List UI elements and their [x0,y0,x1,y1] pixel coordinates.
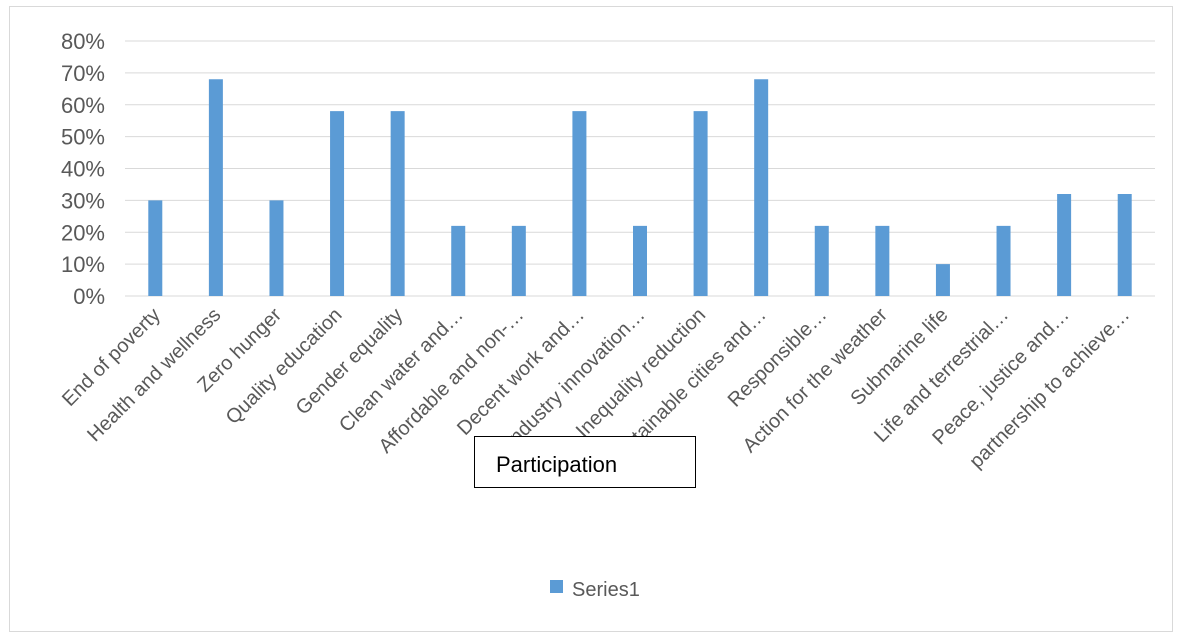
legend-swatch [550,580,563,593]
bar [511,225,526,296]
bar [875,225,890,296]
x-category-label: Gender equality [292,304,407,419]
y-tick-label: 50% [61,125,105,150]
bar [208,79,223,296]
bar [148,200,163,296]
bar [390,111,405,296]
y-tick-label: 40% [61,157,105,182]
bar [935,264,950,296]
bar [996,225,1011,296]
bars [148,79,1132,296]
y-tick-label: 80% [61,29,105,54]
bar [572,111,587,296]
chart-title: Participation [474,436,696,488]
y-tick-label: 60% [61,93,105,118]
chart-frame [9,6,1173,632]
chart-title-text: Participation [496,452,618,477]
y-tick-label: 30% [61,188,105,213]
bar [269,200,284,296]
y-tick-label: 10% [61,252,105,277]
y-tick-label: 20% [61,220,105,245]
y-tick-label: 0% [73,284,105,309]
bar [693,111,708,296]
legend-label: Series1 [572,579,640,601]
bar [814,225,829,296]
bar [451,225,466,296]
y-axis-ticks: 0% 10% 20% 30% 40% 50% 60% 70% 80% [61,29,105,309]
bar [1057,194,1072,296]
legend: Series1 [550,579,640,601]
bar [1117,194,1132,296]
bar [330,111,345,296]
bar [754,79,769,296]
y-tick-label: 70% [61,61,105,86]
gridlines [125,40,1155,297]
bar [633,225,647,296]
